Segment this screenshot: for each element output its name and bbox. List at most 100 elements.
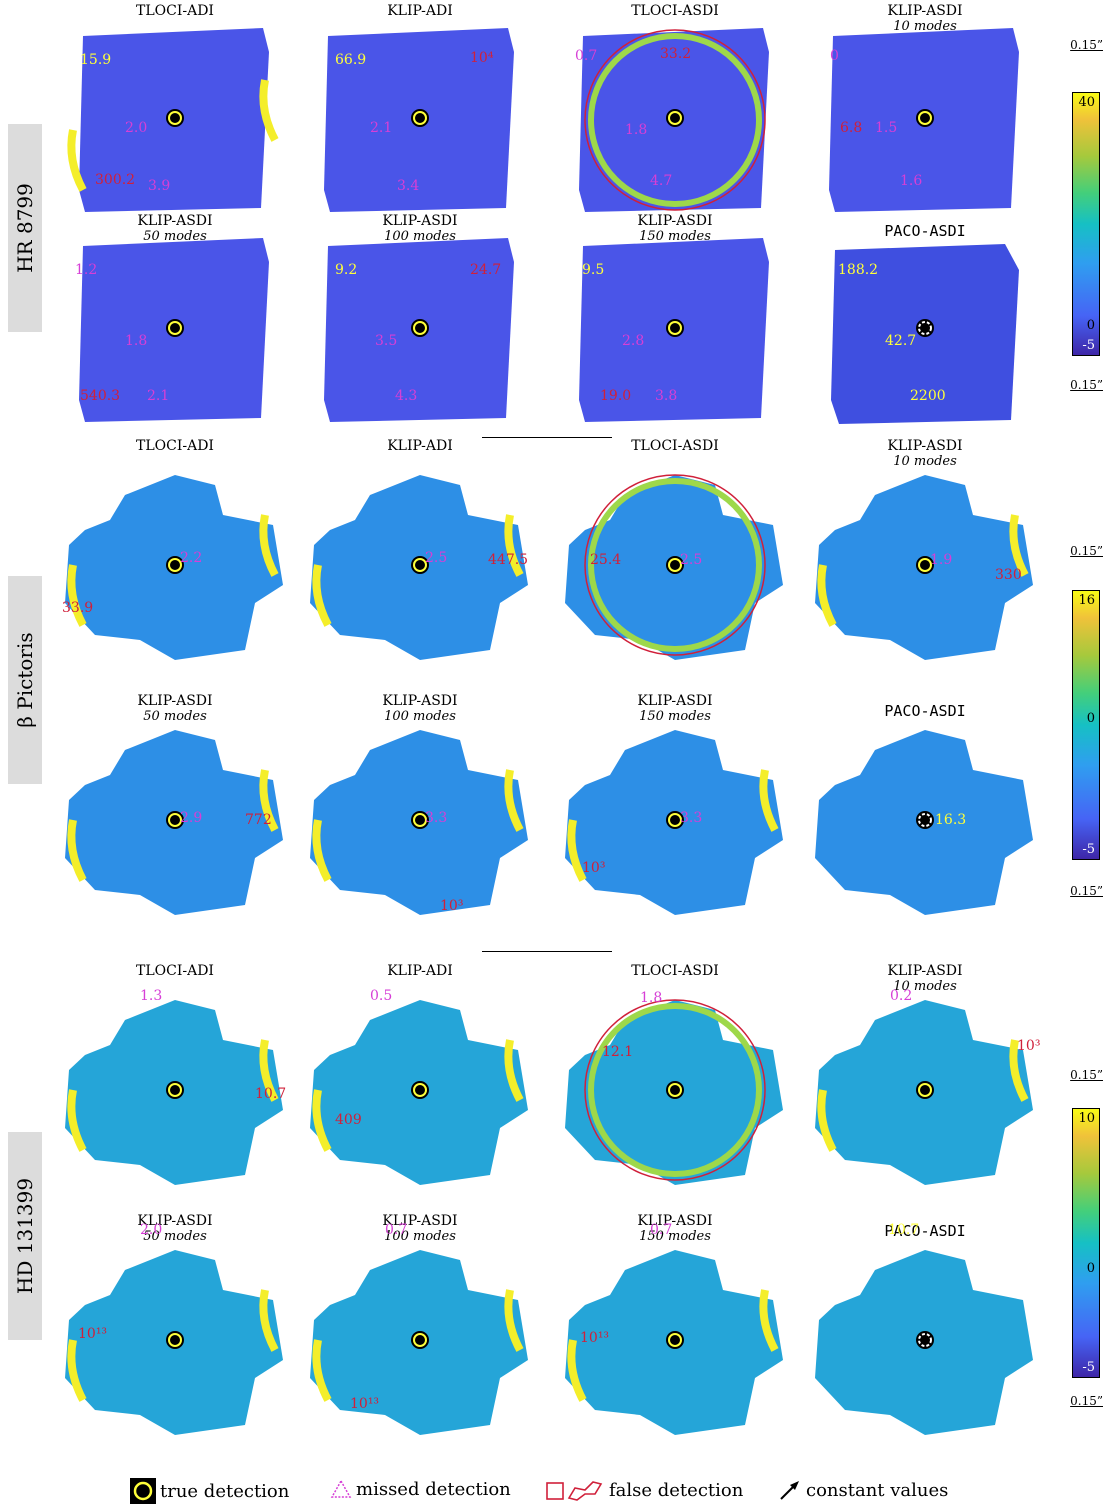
detection-map xyxy=(565,999,783,1185)
missed-detection-label: 0.7 xyxy=(650,1222,673,1238)
result-panel: PACO-ASDI xyxy=(805,690,1045,920)
star-center-marker xyxy=(168,1333,182,1347)
star-center-marker xyxy=(413,1083,427,1097)
result-panel: TLOCI-ADI xyxy=(55,0,295,230)
true-detection-label: 2200 xyxy=(910,388,946,404)
detection-map xyxy=(79,238,269,422)
false-detection-label: 10¹³ xyxy=(78,1326,108,1342)
missed-detection-label: 2.1 xyxy=(370,120,393,136)
detection-map xyxy=(831,244,1019,424)
panel-title: KLIP-ASDI 100 modes xyxy=(300,1214,540,1245)
edge-artifact xyxy=(312,1089,332,1152)
edge-artifact xyxy=(67,1339,87,1402)
false-detection-contour xyxy=(584,999,766,1181)
panel-subtitle: 50 modes xyxy=(143,1229,207,1244)
edge-artifact xyxy=(259,1289,279,1352)
detection-map xyxy=(815,730,1033,915)
panel-subtitle: 150 modes xyxy=(639,229,711,244)
edge-artifact xyxy=(312,819,332,882)
legend-missed-detection: missed detection xyxy=(330,1478,511,1500)
edge-artifact xyxy=(567,1339,587,1402)
missed-detection-label: 4.3 xyxy=(395,388,418,404)
missed-detection-label: 1.9 xyxy=(930,552,953,568)
result-panel: KLIP-ASDI 10 modes xyxy=(805,435,1045,665)
false-detection-label: 33.2 xyxy=(660,46,692,62)
edge-artifact xyxy=(817,1089,837,1152)
panel-title: KLIP-ASDI 10 modes xyxy=(805,439,1045,470)
scale-bar: 0.15” xyxy=(1070,1394,1103,1408)
missed-detection-label: 3.3 xyxy=(425,810,448,826)
true-detection-label: 9.2 xyxy=(335,262,358,278)
missed-detection-label: 4.7 xyxy=(650,173,673,189)
result-panel: TLOCI-ASDI xyxy=(555,435,795,665)
detection-map xyxy=(67,28,279,212)
star-center-marker xyxy=(668,1083,682,1097)
missed-detection-label: 2.1 xyxy=(147,388,170,404)
panel-title: TLOCI-ADI xyxy=(136,963,214,979)
missed-detection-label: 0.7 xyxy=(575,48,598,64)
missed-detection-label: 2.0 xyxy=(140,1222,163,1238)
false-detection-label: 25.4 xyxy=(590,552,622,568)
detection-map xyxy=(579,238,769,422)
star-center-marker xyxy=(918,1333,932,1347)
true-detection-label: 42.7 xyxy=(885,333,917,349)
missed-detection-label: 2.5 xyxy=(425,550,448,566)
panel-subtitle: 50 modes xyxy=(143,709,207,724)
result-panel: TLOCI-ASDI xyxy=(555,960,795,1190)
panel-subtitle: 10 modes xyxy=(893,979,957,994)
panel-subtitle: 10 modes xyxy=(893,454,957,469)
result-panel: KLIP-ASDI 50 modes xyxy=(55,210,295,440)
group-separator xyxy=(482,951,612,952)
detection-map xyxy=(815,1250,1033,1435)
star-center-marker xyxy=(168,111,182,125)
star-center-marker xyxy=(668,321,682,335)
panel-title: KLIP-ASDI 50 modes xyxy=(55,694,295,725)
result-panel: KLIP-ASDI 150 modes xyxy=(555,210,795,440)
result-panel: KLIP-ASDI 10 modes xyxy=(805,0,1045,230)
false-detection-label: 6.8 xyxy=(840,120,863,136)
row-label-beta-pictoris: β Pictoris xyxy=(8,576,42,784)
panel-subtitle: 100 modes xyxy=(384,709,456,724)
true-detection-label: 66.9 xyxy=(335,52,367,68)
false-detection-label: 409 xyxy=(335,1112,362,1128)
detection-map xyxy=(65,1000,283,1185)
true-detection-label: 15.9 xyxy=(80,52,112,68)
panel-title: KLIP-ASDI 100 modes xyxy=(300,214,540,245)
false-detection-label: 10.7 xyxy=(255,1086,287,1102)
detection-map xyxy=(579,28,769,212)
panel-subtitle: 100 modes xyxy=(384,229,456,244)
result-panel: KLIP-ASDI 150 modes xyxy=(555,690,795,920)
result-panel: KLIP-ASDI 10 modes xyxy=(805,960,1045,1190)
star-center-marker xyxy=(413,321,427,335)
detection-map xyxy=(310,730,528,915)
scale-bar: 0.15” xyxy=(1070,544,1103,558)
panel-title: TLOCI-ASDI xyxy=(631,3,719,19)
star-center-marker xyxy=(918,813,932,827)
missed-detection-label: 3.5 xyxy=(375,333,398,349)
panel-title: KLIP-ASDI 50 modes xyxy=(55,214,295,245)
panel-title: KLIP-ASDI 150 modes xyxy=(555,214,795,245)
false-detection-label: 12.1 xyxy=(602,1044,634,1060)
panel-title: PACO-ASDI xyxy=(884,222,966,240)
detection-map xyxy=(310,475,528,660)
missed-detection-icon xyxy=(330,1479,352,1498)
missed-detection-label: 0.7 xyxy=(385,1222,408,1238)
scale-bar: 0.15” xyxy=(1070,884,1103,898)
colorbar-hd131399: 10 0 -5 xyxy=(1072,1108,1100,1378)
missed-detection-label: 3.9 xyxy=(148,178,171,194)
false-detection-icon xyxy=(546,1481,603,1501)
missed-detection-label: 1.5 xyxy=(875,120,898,136)
edge-artifact xyxy=(817,564,837,627)
edge-artifact xyxy=(259,79,279,142)
panel-title: PACO-ASDI xyxy=(884,702,966,720)
detection-map xyxy=(65,475,283,660)
result-panel: KLIP-ADI xyxy=(300,960,540,1190)
result-panel: KLIP-ASDI 100 modes xyxy=(300,1210,540,1440)
true-detection-icon xyxy=(130,1478,156,1504)
edge-artifact xyxy=(504,514,524,577)
missed-detection-label: 2.2 xyxy=(180,550,203,566)
star-center-marker xyxy=(668,111,682,125)
star-center-marker xyxy=(668,813,682,827)
scale-bar: 0.15” xyxy=(1070,38,1103,52)
missed-detection-label: 1.2 xyxy=(75,262,98,278)
